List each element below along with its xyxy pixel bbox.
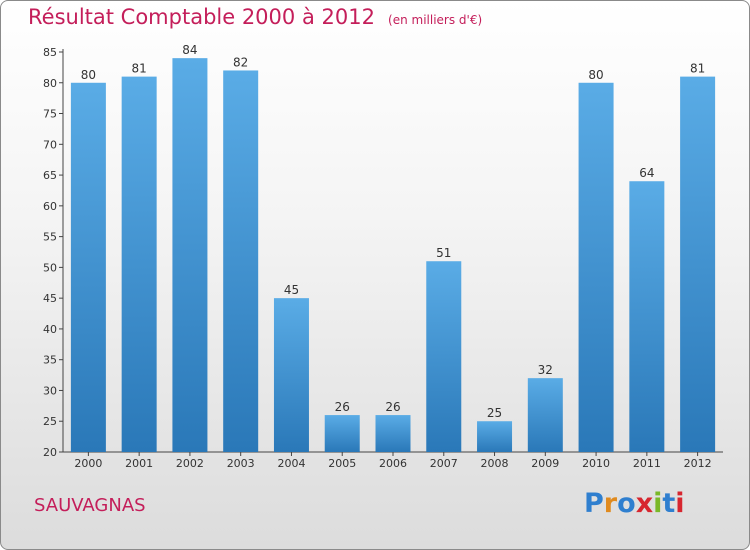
x-tick-label-2005: 2005 bbox=[328, 457, 356, 470]
y-tick-label: 30 bbox=[43, 384, 57, 397]
bar-2006 bbox=[375, 415, 411, 452]
logo-letter: i bbox=[675, 488, 685, 519]
value-label-2000: 80 bbox=[81, 68, 96, 82]
x-tick-label-2010: 2010 bbox=[582, 457, 610, 470]
y-tick-label: 45 bbox=[43, 292, 57, 305]
logo-letter: r bbox=[603, 488, 618, 519]
x-tick-label-2004: 2004 bbox=[277, 457, 305, 470]
bar-2005 bbox=[324, 415, 360, 452]
y-tick-label: 85 bbox=[43, 46, 57, 59]
y-tick-label: 50 bbox=[43, 261, 57, 274]
y-tick-label: 40 bbox=[43, 323, 57, 336]
bar-2012 bbox=[680, 76, 716, 452]
bar-2007 bbox=[426, 261, 462, 452]
bar-2009 bbox=[527, 378, 563, 452]
y-tick-label: 75 bbox=[43, 108, 57, 121]
bar-2001 bbox=[121, 76, 157, 452]
x-tick-label-2009: 2009 bbox=[531, 457, 559, 470]
value-label-2009: 32 bbox=[538, 363, 553, 377]
bar-2011 bbox=[629, 181, 665, 452]
title-row: Résultat Comptable 2000 à 2012 (en milli… bbox=[28, 5, 482, 29]
place-name: SAUVAGNAS bbox=[34, 495, 146, 516]
x-tick-label-2008: 2008 bbox=[481, 457, 509, 470]
chart-subtitle: (en milliers d'€) bbox=[388, 13, 483, 27]
y-tick-label: 65 bbox=[43, 169, 57, 182]
x-tick-label-2000: 2000 bbox=[74, 457, 102, 470]
x-tick-label-2012: 2012 bbox=[684, 457, 712, 470]
x-tick-label-2011: 2011 bbox=[633, 457, 661, 470]
x-tick-label-2001: 2001 bbox=[125, 457, 153, 470]
bar-2002 bbox=[172, 58, 208, 453]
x-tick-label-2002: 2002 bbox=[176, 457, 204, 470]
value-label-2004: 45 bbox=[284, 283, 299, 297]
value-label-2001: 81 bbox=[132, 62, 147, 76]
logo-letter: o bbox=[617, 488, 636, 519]
bar-2008 bbox=[477, 421, 513, 452]
y-tick-label: 25 bbox=[43, 415, 57, 428]
y-tick-label: 55 bbox=[43, 231, 57, 244]
x-tick-label-2007: 2007 bbox=[430, 457, 458, 470]
bar-2004 bbox=[273, 298, 309, 452]
value-label-2007: 51 bbox=[436, 246, 451, 260]
value-label-2005: 26 bbox=[335, 400, 350, 414]
value-label-2012: 81 bbox=[690, 62, 705, 76]
y-tick-label: 70 bbox=[43, 138, 57, 151]
x-tick-label-2006: 2006 bbox=[379, 457, 407, 470]
bar-2003 bbox=[223, 70, 259, 452]
logo-letter: P bbox=[584, 488, 604, 519]
value-label-2002: 84 bbox=[182, 43, 197, 57]
y-tick-label: 60 bbox=[43, 200, 57, 213]
logo-letter: i bbox=[653, 488, 663, 519]
logo-letter: x bbox=[635, 488, 654, 519]
x-tick-label-2003: 2003 bbox=[227, 457, 255, 470]
y-tick-label: 35 bbox=[43, 354, 57, 367]
logo-letter: t bbox=[662, 488, 676, 519]
chart-title: Résultat Comptable 2000 à 2012 bbox=[28, 5, 375, 29]
bar-2000 bbox=[70, 82, 106, 453]
value-label-2011: 64 bbox=[639, 166, 654, 180]
value-label-2006: 26 bbox=[385, 400, 400, 414]
y-tick-label: 80 bbox=[43, 77, 57, 90]
bar-2010 bbox=[578, 82, 614, 453]
proxiti-logo: Proxiti bbox=[584, 488, 685, 519]
y-tick-label: 20 bbox=[43, 446, 57, 459]
value-label-2003: 82 bbox=[233, 55, 248, 69]
value-label-2008: 25 bbox=[487, 406, 502, 420]
value-label-2010: 80 bbox=[588, 68, 603, 82]
